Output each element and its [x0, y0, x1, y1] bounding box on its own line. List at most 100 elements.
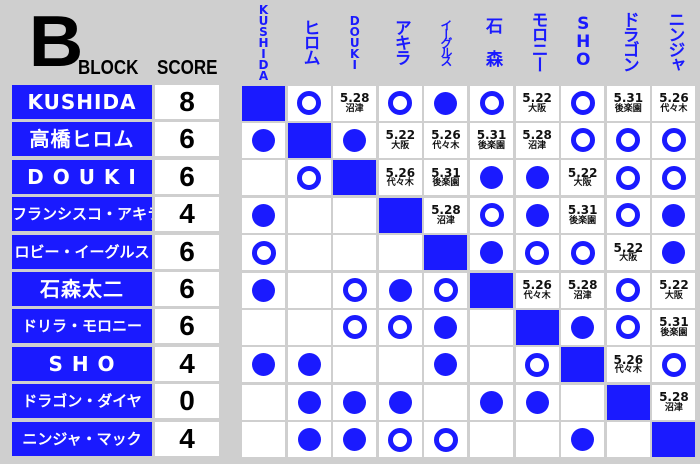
scheduled-match: 5.28 沼津 — [659, 391, 689, 413]
match-cell — [424, 347, 468, 383]
match-cell: 5.26 代々木 — [606, 347, 650, 383]
scheduled-match: 5.22 大阪 — [659, 279, 689, 301]
match-cell: 5.22 大阪 — [606, 235, 650, 271]
match-date: 5.22 — [659, 277, 689, 292]
score-label: SCORE — [157, 57, 218, 79]
wrestler-name: KUSHIDA — [12, 85, 152, 119]
match-venue: 後楽園 — [477, 140, 505, 151]
match-cell — [470, 384, 513, 420]
column-header: KUSHIDA — [256, 2, 271, 80]
loss-dot-icon — [388, 278, 412, 302]
match-venue: 沼津 — [345, 103, 364, 114]
match-cell — [470, 197, 513, 233]
match-venue: 沼津 — [664, 402, 683, 413]
loss-dot-icon — [525, 166, 549, 190]
score-value: 4 — [155, 346, 219, 381]
scheduled-match: 5.28 沼津 — [340, 92, 370, 114]
match-cell — [378, 384, 422, 420]
match-date: 5.31 — [613, 90, 644, 105]
self-cell — [515, 309, 559, 345]
win-circle-icon — [616, 203, 641, 228]
match-cell — [287, 422, 331, 458]
win-circle-icon — [388, 315, 413, 340]
self-cell — [470, 272, 513, 308]
match-cell — [561, 384, 605, 420]
match-cell: 5.31 後楽園 — [424, 160, 468, 196]
column-header: ヒロム — [299, 18, 320, 64]
match-date: 5.31 — [567, 203, 598, 218]
match-cell — [242, 235, 285, 271]
score-value: 4 — [155, 197, 219, 232]
win-circle-icon — [616, 128, 641, 153]
match-date: 5.26 — [613, 352, 644, 367]
column-header: 石 森 — [482, 17, 502, 65]
loss-dot-icon — [343, 390, 367, 414]
loss-dot-icon — [252, 128, 275, 152]
scheduled-match: 5.31 後楽園 — [431, 167, 461, 189]
match-cell — [287, 309, 331, 345]
match-date: 5.26 — [385, 165, 416, 180]
match-cell — [378, 309, 422, 345]
self-cell — [561, 347, 605, 383]
loss-dot-icon — [252, 203, 275, 227]
match-cell: 5.22 大阪 — [515, 85, 559, 121]
win-circle-icon — [525, 240, 550, 265]
scheduled-match: 5.26 代々木 — [385, 167, 415, 189]
match-cell: 5.28 沼津 — [652, 384, 696, 420]
match-cell: 5.28 沼津 — [515, 122, 559, 158]
scheduled-match: 5.28 沼津 — [568, 279, 598, 301]
wrestler-name: ロビー・イーグルス — [12, 234, 152, 269]
match-cell — [424, 85, 468, 121]
win-circle-icon — [661, 128, 686, 153]
self-cell — [652, 422, 696, 458]
scheduled-match: 5.22 大阪 — [522, 92, 552, 114]
scheduled-match: 5.31 後楽園 — [613, 92, 643, 114]
match-cell — [287, 197, 331, 233]
win-circle-icon — [616, 278, 641, 302]
match-cell — [561, 422, 605, 458]
scheduled-match: 5.31 後楽園 — [477, 129, 507, 151]
wrestler-name: 石森太二 — [12, 272, 152, 306]
match-date: 5.26 — [431, 128, 461, 143]
loss-dot-icon — [297, 390, 321, 414]
win-circle-icon — [479, 91, 504, 115]
loss-dot-icon — [388, 390, 412, 414]
match-venue: 大阪 — [619, 253, 638, 264]
match-cell — [561, 85, 605, 121]
match-date: 5.28 — [431, 203, 461, 218]
match-cell — [242, 309, 285, 345]
match-cell — [242, 384, 285, 420]
match-cell — [242, 272, 285, 308]
score-value: 6 — [155, 159, 219, 194]
match-venue: 代々木 — [660, 103, 688, 114]
score-value: 6 — [155, 272, 219, 306]
match-cell: 5.26 代々木 — [424, 122, 468, 158]
match-cell — [470, 160, 513, 196]
match-cell — [515, 384, 559, 420]
match-cell — [470, 422, 513, 458]
match-venue: 代々木 — [614, 365, 642, 376]
loss-dot-icon — [525, 203, 549, 227]
scheduled-match: 5.22 大阪 — [385, 129, 415, 151]
match-cell: 5.22 大阪 — [652, 272, 696, 308]
win-circle-icon — [661, 165, 686, 190]
match-cell — [378, 272, 422, 308]
match-cell: 5.28 沼津 — [424, 197, 468, 233]
match-cell — [287, 347, 331, 383]
match-date: 5.31 — [659, 315, 689, 330]
match-cell — [242, 122, 285, 158]
loss-dot-icon — [480, 241, 503, 265]
match-cell — [652, 347, 696, 383]
scheduled-match: 5.22 大阪 — [568, 167, 598, 189]
win-circle-icon — [433, 427, 458, 452]
win-circle-icon — [570, 240, 595, 265]
scheduled-match: 5.26 代々木 — [522, 279, 552, 301]
match-cell — [470, 235, 513, 271]
match-cell — [561, 235, 605, 271]
match-cell: 5.31 後楽園 — [652, 309, 696, 345]
wrestler-name: ドラゴン・ダイヤ — [12, 384, 152, 419]
wrestler-name: D O U K I — [12, 159, 152, 194]
match-cell — [515, 235, 559, 271]
win-circle-icon — [342, 278, 367, 302]
win-circle-icon — [433, 278, 458, 302]
